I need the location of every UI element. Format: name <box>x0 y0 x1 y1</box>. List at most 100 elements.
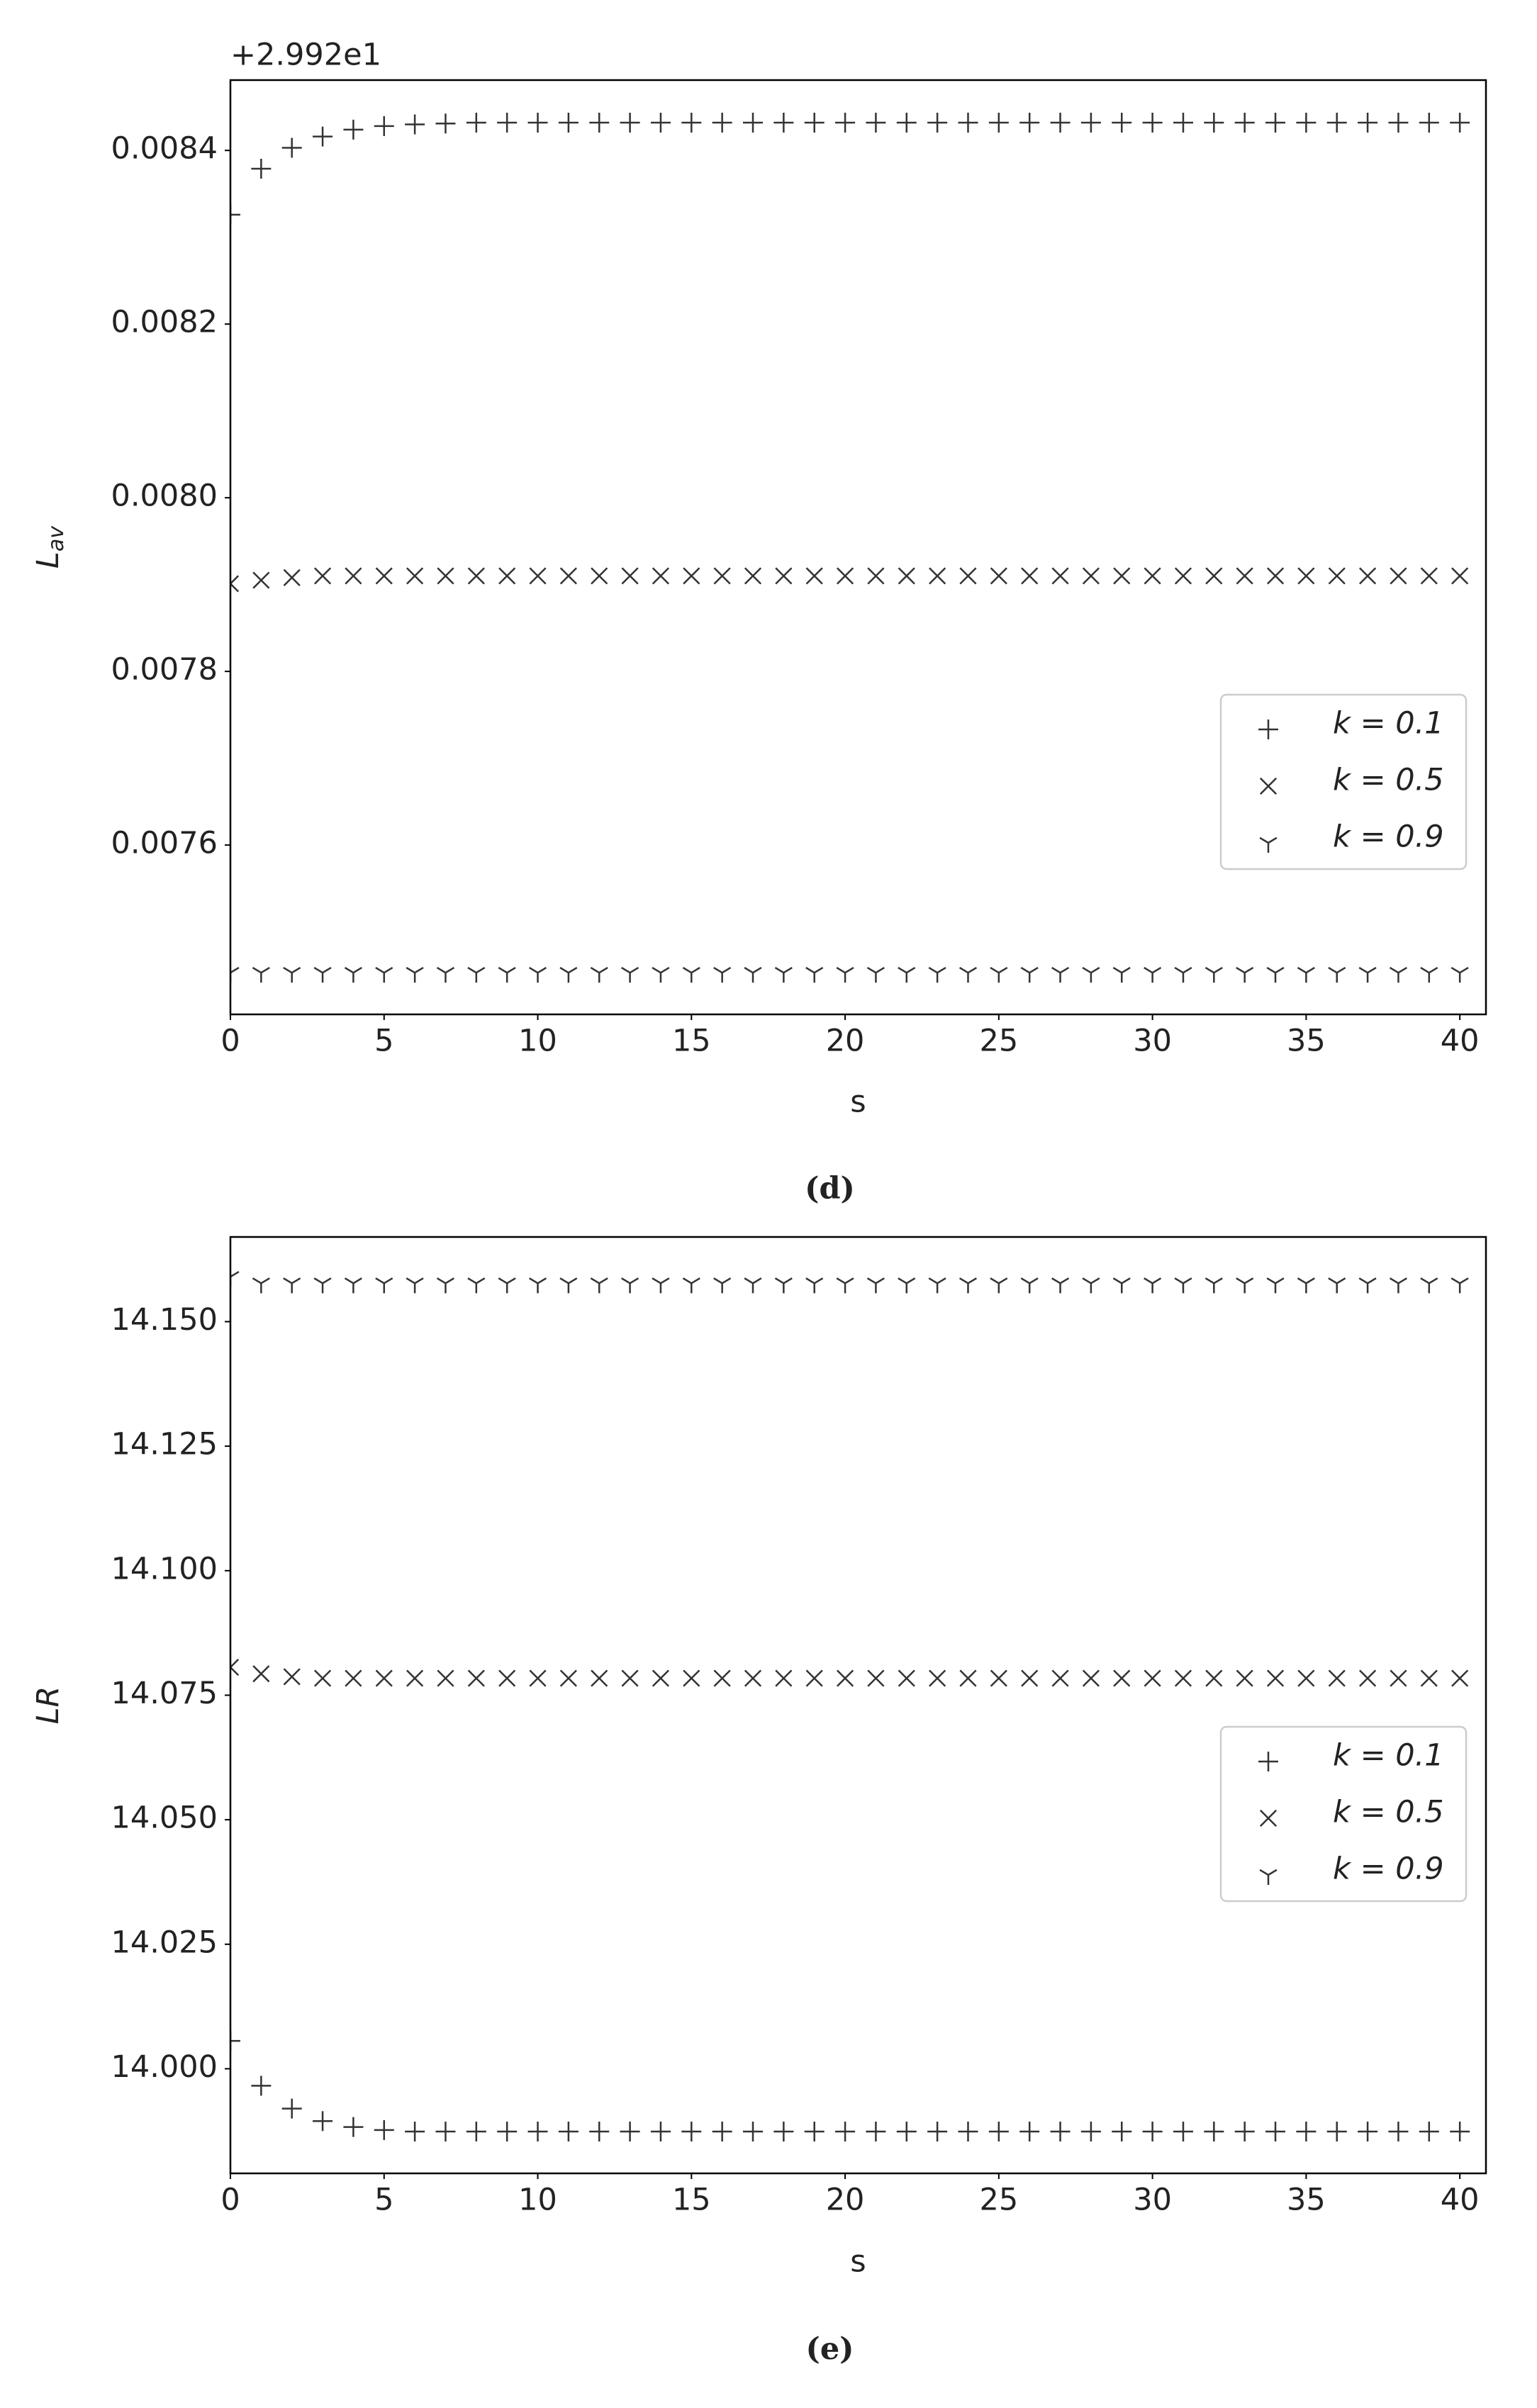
point <box>1419 2121 1439 2141</box>
point <box>1112 966 1131 983</box>
point <box>1051 966 1070 983</box>
point <box>435 113 456 134</box>
point <box>1419 113 1439 133</box>
point <box>230 2031 240 2051</box>
point <box>344 1277 362 1294</box>
point <box>928 966 946 983</box>
point <box>590 966 608 983</box>
point <box>1236 1277 1254 1294</box>
point <box>1019 2121 1040 2141</box>
legend-label: k = 0.5 <box>1333 763 1444 798</box>
point <box>230 1659 240 1676</box>
point <box>1144 966 1162 983</box>
point <box>467 567 485 585</box>
legend-box <box>1219 693 1468 870</box>
point <box>528 966 547 983</box>
point <box>959 1669 977 1687</box>
point <box>805 567 823 585</box>
point <box>898 1669 915 1687</box>
point <box>835 113 856 133</box>
point <box>712 113 732 133</box>
point <box>528 1277 547 1294</box>
point <box>343 119 364 140</box>
point <box>589 2121 610 2141</box>
y-tick-label: 0.0084 <box>111 131 218 167</box>
point <box>1359 1669 1377 1687</box>
point <box>589 113 610 133</box>
point <box>652 966 670 983</box>
point <box>1173 113 1193 133</box>
x-tick-label: 25 <box>979 2183 1018 2218</box>
point <box>927 2121 948 2141</box>
point <box>466 113 486 133</box>
point <box>836 1669 854 1687</box>
point <box>713 966 732 983</box>
point <box>652 1277 670 1294</box>
point <box>559 1277 578 1294</box>
point <box>713 1669 731 1687</box>
point <box>743 113 764 133</box>
x-tick-label: 35 <box>1287 1024 1326 1059</box>
point <box>313 126 333 147</box>
point <box>1420 966 1438 983</box>
point <box>836 1277 854 1294</box>
point <box>1328 966 1346 983</box>
y-tick-label: 0.0082 <box>111 305 218 340</box>
point <box>744 1669 762 1687</box>
point <box>1236 567 1253 585</box>
point <box>558 113 579 133</box>
point <box>866 966 885 983</box>
point <box>374 116 394 136</box>
point <box>621 1277 639 1294</box>
point <box>436 1277 455 1294</box>
point <box>497 2121 518 2141</box>
point <box>1451 966 1469 983</box>
point <box>1021 1669 1039 1687</box>
point <box>958 1277 978 1294</box>
point <box>1205 1669 1223 1687</box>
legend-label: k = 0.1 <box>1333 706 1444 741</box>
point <box>1296 2121 1317 2141</box>
x-tick-label: 15 <box>672 1024 711 1059</box>
point <box>866 1277 885 1294</box>
point <box>959 567 977 585</box>
point <box>1051 1277 1070 1294</box>
point <box>896 113 917 133</box>
y-tick-label: 14.050 <box>111 1801 218 1836</box>
point <box>1389 966 1407 983</box>
point <box>1174 966 1192 983</box>
point <box>1390 1669 1407 1687</box>
x-tick-label: 30 <box>1133 1024 1172 1059</box>
point <box>896 2121 917 2141</box>
point <box>990 1669 1007 1687</box>
point <box>405 2121 425 2141</box>
plot-frame <box>229 1236 1487 2175</box>
legend-label: k = 0.5 <box>1333 1795 1444 1830</box>
point <box>405 114 425 135</box>
x-tick-label: 0 <box>220 2183 240 2218</box>
point <box>867 567 885 585</box>
point <box>1142 113 1163 133</box>
point <box>1359 567 1377 585</box>
point <box>835 2121 856 2141</box>
point <box>467 1277 486 1294</box>
point <box>1050 2121 1071 2141</box>
point <box>498 966 516 983</box>
point <box>652 567 670 585</box>
chart: 0 5 10 15 20 25 30 35 40 14.000 14.025 14.050 14.075… <box>30 1236 1487 2280</box>
point <box>251 2076 272 2096</box>
point <box>682 1277 700 1294</box>
point <box>1112 2121 1132 2141</box>
point <box>527 2121 548 2141</box>
point <box>836 966 854 983</box>
point <box>559 966 578 983</box>
point <box>1173 2121 1193 2141</box>
x-tick-label: 0 <box>220 1024 240 1059</box>
point <box>988 113 1009 133</box>
point <box>498 567 516 585</box>
point <box>621 567 639 585</box>
point <box>1174 1669 1192 1687</box>
x-tick-label: 35 <box>1287 2183 1326 2218</box>
point <box>1388 2121 1409 2141</box>
point <box>313 1669 332 1687</box>
